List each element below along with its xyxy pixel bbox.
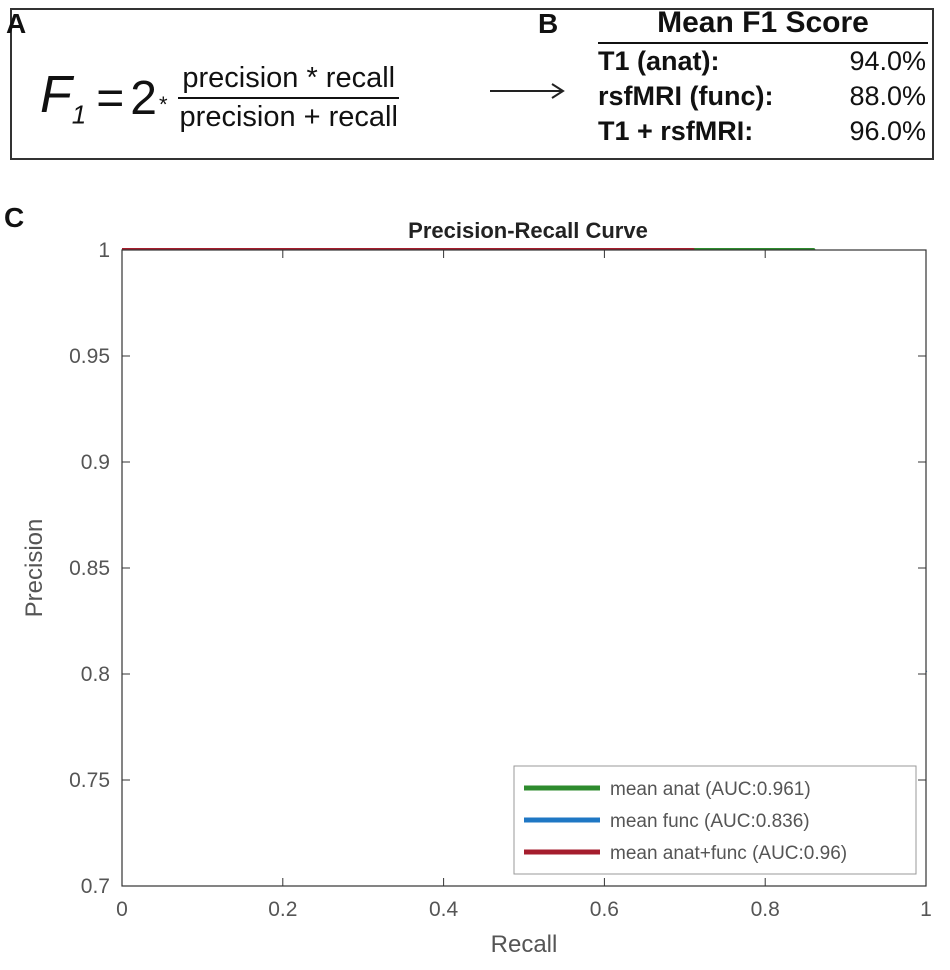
score-row-label: T1 (anat): — [598, 46, 720, 76]
x-axis-label: Recall — [491, 931, 558, 958]
panel-label-a: A — [6, 8, 27, 39]
score-row: T1 + rsfMRI: 96.0% — [598, 114, 928, 149]
y-tick-label: 0.9 — [81, 451, 110, 474]
x-tick-label: 0 — [116, 898, 128, 921]
score-row-value: 96.0% — [849, 116, 926, 146]
chart-title: Precision-Recall Curve — [408, 218, 648, 243]
score-row-label: rsfMRI (func): — [598, 81, 774, 111]
right-arrow-icon — [490, 83, 565, 99]
x-tick-label: 0.6 — [590, 898, 619, 921]
precision-recall-chart: 0 0.2 0.4 0.6 0.8 1 0.7 0.75 0.8 0.85 0.9 0.95 1 Prec… — [21, 218, 932, 958]
y-tick-label: 1 — [98, 239, 110, 262]
formula-equals: = — [96, 71, 125, 125]
formula-lhs: F1 — [40, 66, 87, 130]
legend-label: mean func (AUC:0.836) — [610, 811, 810, 832]
panel-label-b: B — [538, 8, 559, 39]
score-row-label: T1 + rsfMRI: — [598, 116, 754, 146]
y-tick-label: 0.8 — [81, 663, 110, 686]
x-tick-label: 0.2 — [268, 898, 297, 921]
formula-star: * — [158, 92, 168, 117]
panel-label-c: C — [4, 202, 25, 233]
y-tick-label: 0.85 — [69, 557, 110, 580]
x-tick-label: 1 — [920, 898, 932, 921]
y-tick-label: 0.75 — [69, 769, 110, 792]
y-tick-label: 0.7 — [81, 875, 110, 898]
legend-label: mean anat (AUC:0.961) — [610, 779, 811, 800]
f1-formula: F1 = 2 * precision * recall precision + … — [40, 58, 402, 138]
score-row: T1 (anat): 94.0% — [598, 44, 928, 79]
formula-coefficient: 2 — [130, 71, 157, 125]
score-row-value: 88.0% — [849, 81, 926, 111]
f1-score-table: Mean F1 Score T1 (anat): 94.0% rsfMRI (f… — [598, 4, 928, 149]
formula-numerator: precision * recall — [178, 62, 400, 99]
y-axis-label: Precision — [21, 519, 48, 618]
y-tick-label: 0.95 — [69, 345, 110, 368]
formula-denominator: precision + recall — [179, 101, 398, 133]
score-row-value: 94.0% — [849, 46, 926, 76]
score-row: rsfMRI (func): 88.0% — [598, 79, 928, 114]
legend-label: mean anat+func (AUC:0.96) — [610, 843, 847, 864]
score-table-title: Mean F1 Score — [598, 4, 928, 44]
formula-box — [10, 8, 934, 160]
formula-fraction: precision * recall precision + recall — [176, 62, 402, 134]
x-tick-label: 0.4 — [429, 898, 459, 921]
x-tick-label: 0.8 — [751, 898, 780, 921]
